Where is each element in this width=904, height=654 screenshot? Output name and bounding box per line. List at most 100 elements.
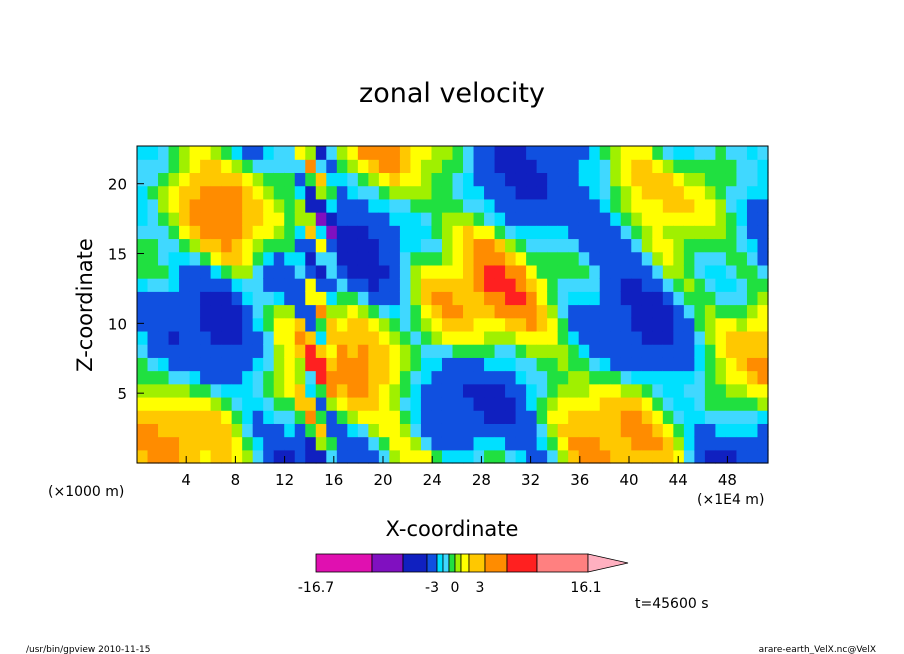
field-cell	[389, 436, 401, 451]
field-cell	[578, 172, 590, 187]
field-cell	[263, 357, 275, 372]
field-cell	[305, 251, 317, 266]
field-cell	[410, 357, 422, 372]
field-cell	[389, 304, 401, 319]
field-cell	[389, 423, 401, 438]
field-cell	[231, 146, 243, 160]
field-cell	[200, 423, 212, 438]
field-cell	[147, 330, 159, 345]
field-cell	[357, 370, 369, 385]
field-cell	[137, 264, 149, 279]
field-cell	[715, 410, 727, 424]
field-cell	[484, 370, 496, 385]
field-cell	[189, 238, 201, 253]
field-cell	[368, 212, 380, 226]
field-cell	[305, 396, 317, 411]
field-cell	[347, 330, 359, 345]
field-cell	[389, 291, 401, 306]
field-cell	[210, 185, 222, 200]
field-cell	[420, 330, 433, 345]
field-cell	[484, 449, 496, 464]
field-cell	[547, 436, 559, 451]
field-cell	[420, 278, 433, 292]
field-cell	[357, 330, 369, 345]
field-cell	[137, 410, 149, 424]
plot-area	[137, 146, 769, 464]
field-cell	[557, 185, 569, 200]
field-cell	[273, 423, 285, 438]
field-cell	[399, 185, 412, 200]
colorbar-segment	[402, 553, 428, 573]
field-cell	[210, 225, 222, 240]
field-cell	[389, 317, 401, 332]
field-cell	[694, 225, 706, 240]
field-cell	[420, 317, 433, 332]
field-cell	[378, 291, 390, 306]
field-cell	[505, 198, 517, 213]
field-cell	[641, 436, 653, 451]
field-cell	[431, 212, 443, 226]
footer-left: /usr/bin/gpview 2010-11-15	[26, 645, 150, 654]
field-cell	[357, 238, 369, 253]
field-cell	[231, 370, 243, 385]
field-cell	[273, 304, 285, 319]
field-cell	[557, 264, 569, 279]
field-cell	[757, 383, 769, 398]
field-cell	[683, 330, 695, 345]
field-cell	[200, 172, 212, 187]
field-cell	[200, 357, 212, 372]
field-cell	[221, 449, 233, 464]
field-cell	[168, 317, 180, 332]
field-cell	[557, 225, 569, 240]
field-cell	[631, 396, 643, 411]
field-cell	[578, 146, 590, 160]
field-cell	[242, 436, 254, 451]
field-cell	[431, 264, 443, 279]
field-cell	[200, 396, 212, 411]
field-cell	[242, 383, 254, 398]
field-cell	[484, 344, 496, 358]
field-cell	[305, 146, 317, 160]
field-cell	[189, 251, 201, 266]
field-cell	[463, 146, 475, 160]
field-cell	[452, 304, 464, 319]
field-cell	[515, 159, 527, 174]
field-cell	[610, 238, 622, 253]
field-cell	[305, 172, 317, 187]
field-cell	[494, 159, 506, 174]
field-cell	[389, 344, 401, 358]
field-cell	[252, 449, 264, 464]
field-cell	[599, 278, 611, 292]
field-cell	[441, 357, 454, 372]
field-cell	[662, 410, 674, 424]
field-cell	[357, 278, 369, 292]
field-cell	[641, 370, 653, 385]
field-cell	[231, 238, 243, 253]
field-cell	[347, 264, 359, 279]
field-cell	[473, 185, 485, 200]
field-cell	[578, 278, 590, 292]
field-cell	[536, 370, 548, 385]
field-cell	[673, 317, 685, 332]
field-cell	[599, 185, 611, 200]
field-cell	[263, 185, 275, 200]
field-cell	[547, 344, 559, 358]
field-cell	[494, 212, 506, 226]
field-cell	[694, 317, 706, 332]
field-cell	[252, 172, 264, 187]
field-cell	[547, 278, 559, 292]
field-cell	[273, 357, 285, 372]
field-cell	[368, 330, 380, 345]
field-cell	[294, 251, 306, 266]
field-cell	[221, 278, 233, 292]
field-cell	[221, 238, 233, 253]
field-cell	[494, 423, 506, 438]
field-cell	[610, 198, 622, 213]
field-cell	[420, 198, 433, 213]
field-cell	[420, 146, 433, 160]
field-cell	[746, 344, 759, 358]
field-cell	[631, 146, 643, 160]
field-cell	[473, 159, 485, 174]
field-cell	[378, 330, 390, 345]
field-cell	[725, 396, 738, 411]
